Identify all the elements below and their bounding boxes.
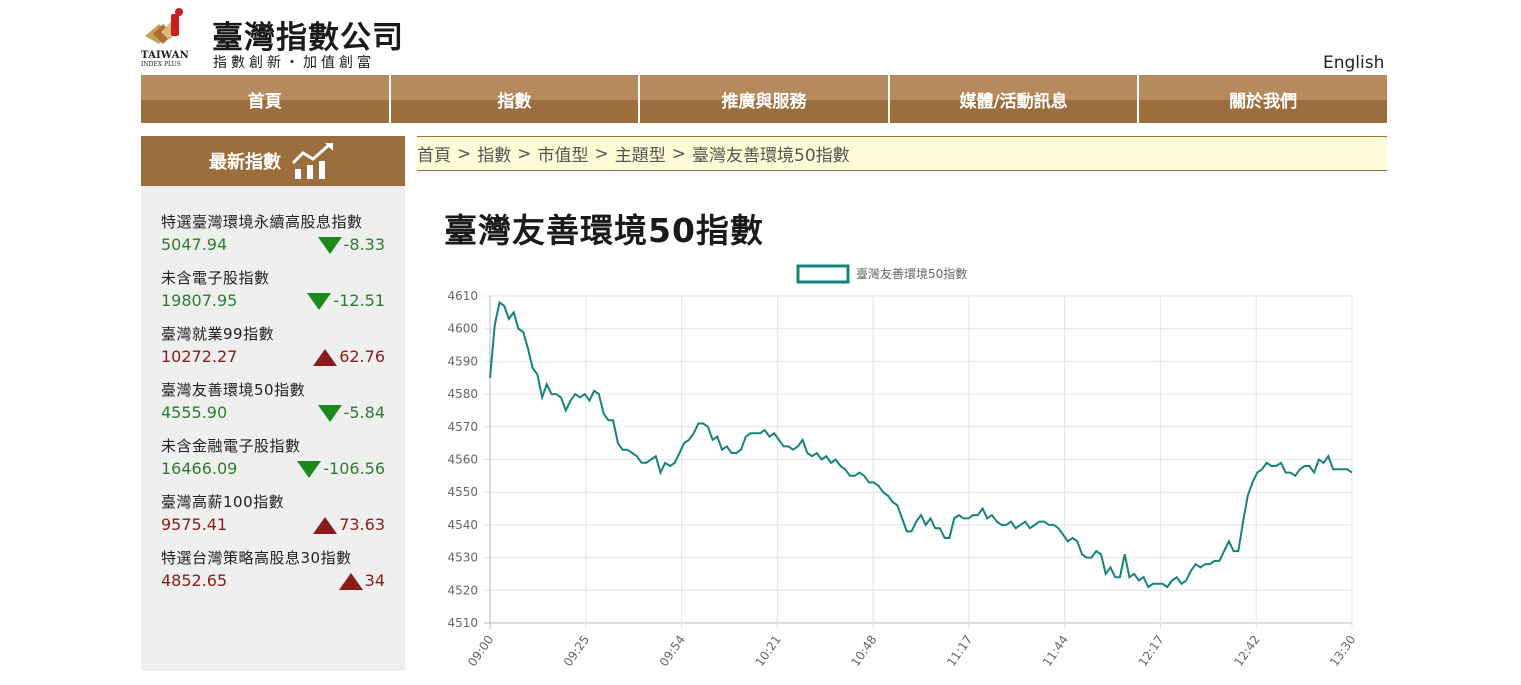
index-value: 9575.41 [161,515,228,534]
list-item[interactable]: 特選台灣策略高股息30指數 4852.65 34 [161,546,385,592]
breadcrumb: 首頁 > 指數 > 市值型 > 主題型 > 臺灣友善環境50指數 [417,136,1387,171]
index-change: -106.56 [323,459,385,478]
latest-index-list: 特選臺灣環境永續高股息指數 5047.94 -8.33 未含電子股指數 1980… [141,186,405,671]
index-value: 4852.65 [161,571,228,590]
breadcrumb-separator: > [594,143,609,164]
list-item[interactable]: 未含金融電子股指數 16466.09 -106.56 [161,434,385,480]
index-change: -8.33 [343,235,385,254]
list-item[interactable]: 未含電子股指數 19807.95 -12.51 [161,266,385,312]
list-item[interactable]: 特選臺灣環境永續高股息指數 5047.94 -8.33 [161,210,385,256]
index-value: 5047.94 [161,235,228,254]
y-tick-label: 4590 [447,354,478,368]
y-axis-ticks: 4510 4520 4530 4540 4550 4560 4570 4580 4590 4600… [447,289,478,630]
y-tick-label: 4550 [447,485,478,499]
index-value: 10272.27 [161,347,238,366]
x-tick-label: 09:00 [465,633,496,669]
down-arrow-icon [297,460,322,478]
x-tick-label: 12:42 [1231,633,1262,669]
chart-grid [484,295,1353,629]
breadcrumb-theme[interactable]: 主題型 [614,146,666,166]
down-arrow-icon [317,404,342,422]
index-name[interactable]: 未含電子股指數 [161,269,270,287]
y-tick-label: 4600 [447,322,478,336]
x-tick-label: 11:17 [944,633,975,669]
y-tick-label: 4510 [447,616,478,630]
index-change: 62.76 [339,347,385,366]
y-tick-label: 4570 [447,420,478,434]
index-line-chart: 4510 4520 4530 4540 4550 4560 4570 4580 4590 4600… [447,264,1358,669]
y-tick-label: 4580 [447,387,478,401]
index-change: -12.51 [333,291,385,310]
sidebar-title: 最新指數 [209,152,281,173]
index-change: -5.84 [343,403,385,422]
breadcrumb-current: 臺灣友善環境50指數 [692,146,850,166]
y-tick-label: 4540 [447,518,478,532]
breadcrumb-home[interactable]: 首頁 [417,146,451,166]
chart-legend[interactable]: 臺灣友善環境50指數 [796,264,967,284]
sidebar-header: 最新指數 [141,136,405,186]
main-nav: 首頁 指數 推廣與服務 媒體/活動訊息 關於我們 [141,75,1387,123]
up-arrow-icon [313,348,338,366]
down-arrow-icon [307,292,332,310]
nav-item-promotion-services[interactable]: 推廣與服務 [640,75,890,123]
nav-item-index[interactable]: 指數 [391,75,641,123]
index-change: 73.63 [339,515,385,534]
brand-slogan: 指數創新・加值創富 [213,55,375,71]
index-name[interactable]: 特選臺灣環境永續高股息指數 [161,213,363,231]
index-value: 4555.90 [161,403,228,422]
language-link-english[interactable]: English [1323,53,1385,73]
breadcrumb-separator: > [457,143,472,164]
legend-label: 臺灣友善環境50指數 [856,266,967,281]
index-change: 34 [364,571,385,590]
x-tick-label: 09:54 [657,633,688,669]
index-name[interactable]: 特選台灣策略高股息30指數 [161,549,352,567]
legend-swatch [796,264,850,284]
x-axis-ticks: 09:00 09:25 09:54 10:21 10:48 11:17 11:44 12:17… [465,633,1358,669]
breadcrumb-index[interactable]: 指數 [477,146,512,166]
logo-text-main: TAIWAN [141,50,190,61]
index-value: 19807.95 [161,291,238,310]
series-line [489,300,1353,589]
y-tick-label: 4610 [447,289,478,303]
index-value: 16466.09 [161,459,238,478]
x-tick-label: 09:25 [561,633,592,669]
index-name[interactable]: 未含金融電子股指數 [161,437,301,455]
page-title: 臺灣友善環境50指數 [444,211,764,250]
list-item[interactable]: 臺灣就業99指數 10272.27 62.76 [161,322,385,368]
nav-item-media-events[interactable]: 媒體/活動訊息 [890,75,1140,123]
up-arrow-icon [313,516,338,534]
breadcrumb-separator: > [517,143,532,164]
logo-text-sub: INDEX PLUS [141,61,181,68]
breadcrumb-market-cap[interactable]: 市值型 [537,146,589,166]
chart-growth-icon [291,143,333,179]
x-tick-label: 11:44 [1040,633,1071,669]
y-tick-label: 4520 [447,583,478,597]
logo-emblem-icon [145,8,183,44]
down-arrow-icon [317,236,342,254]
logo[interactable]: TAIWAN INDEX PLUS [141,6,195,68]
x-tick-label: 12:17 [1136,633,1167,669]
index-name[interactable]: 臺灣友善環境50指數 [161,381,306,399]
y-tick-label: 4530 [447,551,478,565]
brand-name: 臺灣指數公司 [212,20,404,56]
y-tick-label: 4560 [447,453,478,467]
breadcrumb-separator: > [671,143,686,164]
nav-item-home[interactable]: 首頁 [141,75,391,123]
index-name[interactable]: 臺灣就業99指數 [161,325,275,343]
list-item[interactable]: 臺灣友善環境50指數 4555.90 -5.84 [161,378,385,424]
up-arrow-icon [338,572,363,590]
x-tick-label: 10:21 [752,633,783,669]
index-name[interactable]: 臺灣高薪100指數 [161,493,285,511]
nav-item-about-us[interactable]: 關於我們 [1229,91,1298,112]
x-tick-label: 10:48 [848,633,879,669]
list-item[interactable]: 臺灣高薪100指數 9575.41 73.63 [161,490,385,536]
x-tick-label: 13:30 [1327,633,1358,669]
